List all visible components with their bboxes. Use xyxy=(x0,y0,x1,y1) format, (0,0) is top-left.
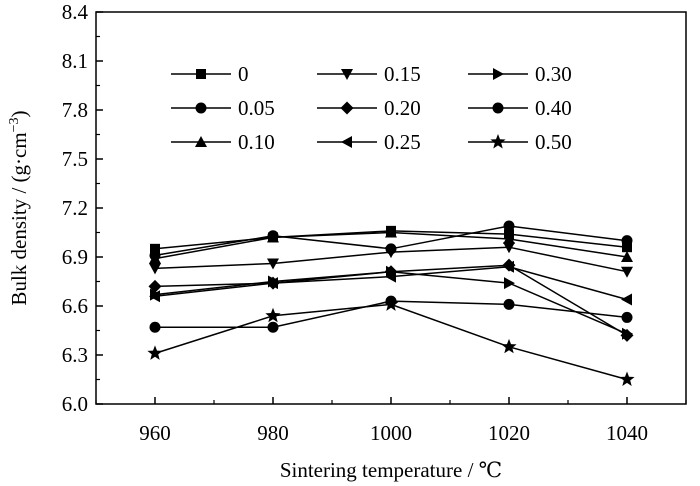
data-point xyxy=(622,327,633,340)
data-point xyxy=(267,321,279,333)
data-point xyxy=(621,235,633,247)
x-tick-label: 980 xyxy=(257,421,289,445)
x-axis-label: Sintering temperature / ℃ xyxy=(280,458,502,482)
legend-marker xyxy=(341,69,353,80)
legend-marker xyxy=(493,68,504,80)
y-tick-label: 7.8 xyxy=(62,98,88,122)
legend-label: 0.25 xyxy=(384,130,421,154)
x-tick-label: 1040 xyxy=(606,421,648,445)
y-tick-label: 8.4 xyxy=(62,0,89,24)
legend-label: 0.30 xyxy=(535,62,572,86)
legend-label: 0.40 xyxy=(535,96,572,120)
data-point xyxy=(501,338,517,354)
legend-label: 0.50 xyxy=(535,130,572,154)
data-point xyxy=(267,230,279,242)
data-point xyxy=(619,371,635,386)
data-point xyxy=(621,311,633,323)
y-tick-label: 8.1 xyxy=(62,49,88,73)
data-point xyxy=(149,321,161,333)
x-tick-label: 1020 xyxy=(488,421,530,445)
legend-label: 0.05 xyxy=(238,96,275,120)
series-0.50 xyxy=(147,296,635,386)
legend-item: 0.40 xyxy=(468,96,572,120)
legend-marker xyxy=(340,101,354,115)
legend-label: 0.15 xyxy=(384,62,421,86)
legend-item: 0.05 xyxy=(171,96,275,120)
data-point xyxy=(503,260,514,273)
legend-marker xyxy=(196,69,206,79)
x-tick-label: 960 xyxy=(139,421,171,445)
y-tick-label: 6.9 xyxy=(62,245,88,269)
data-point xyxy=(149,249,161,261)
legend-item: 0.25 xyxy=(317,130,421,154)
data-point xyxy=(621,251,633,262)
data-point xyxy=(503,298,515,310)
data-point xyxy=(385,243,397,255)
legend-item: 0.20 xyxy=(317,96,421,120)
legend-item: 0.15 xyxy=(317,62,421,86)
data-point xyxy=(268,275,279,288)
y-axis-label-close: ) xyxy=(7,110,31,117)
legend-item: 0 xyxy=(171,62,249,86)
legend-marker xyxy=(490,134,506,149)
series-0.30 xyxy=(150,265,633,340)
legend-item: 0.10 xyxy=(171,130,275,154)
series-layer xyxy=(147,220,635,386)
y-tick-label: 6.3 xyxy=(62,343,88,367)
data-point xyxy=(267,258,279,270)
legend-item: 0.30 xyxy=(468,62,572,86)
legend: 0 0.05 0.10 0.15 0.20 0.25 0.30 0.40 0.50 xyxy=(171,62,572,154)
series-line xyxy=(154,303,628,381)
data-point xyxy=(621,293,632,306)
data-point xyxy=(150,243,160,254)
y-tick-label: 6.6 xyxy=(62,294,88,318)
series-0.40 xyxy=(149,220,633,261)
data-point xyxy=(503,233,515,245)
y-tick-label: 6.0 xyxy=(62,392,88,416)
data-point xyxy=(383,296,399,311)
data-point xyxy=(265,307,281,323)
legend-label: 0 xyxy=(238,62,249,86)
data-point xyxy=(622,242,632,253)
legend-marker xyxy=(195,136,207,147)
data-point xyxy=(621,266,633,278)
legend-item: 0.50 xyxy=(468,130,572,154)
legend-label: 0.10 xyxy=(238,130,275,154)
legend-marker xyxy=(341,136,352,148)
legend-label: 0.20 xyxy=(384,96,421,120)
y-tick-label: 7.2 xyxy=(62,196,88,220)
data-point xyxy=(149,263,161,275)
x-tick-label: 1000 xyxy=(370,421,412,445)
axis-ticks: 6.0 6.3 6.6 6.9 7.2 7.5 7.8 8.1 8.4 960 980 1000 102… xyxy=(62,0,687,445)
data-point xyxy=(504,277,515,290)
y-axis-label-sup: −3 xyxy=(7,117,22,132)
y-axis-label-main: Bulk density / (g·cm xyxy=(7,132,31,305)
legend-marker xyxy=(492,102,504,114)
data-point xyxy=(147,345,163,360)
data-point xyxy=(503,242,515,254)
legend-marker xyxy=(195,102,207,114)
data-point xyxy=(150,288,161,301)
data-point xyxy=(386,265,397,278)
series-0.10 xyxy=(149,226,633,264)
data-point xyxy=(385,226,397,238)
data-point xyxy=(503,220,515,232)
y-tick-label: 7.5 xyxy=(62,147,88,171)
y-axis-label: Bulk density / (g·cm−3) xyxy=(7,110,31,305)
